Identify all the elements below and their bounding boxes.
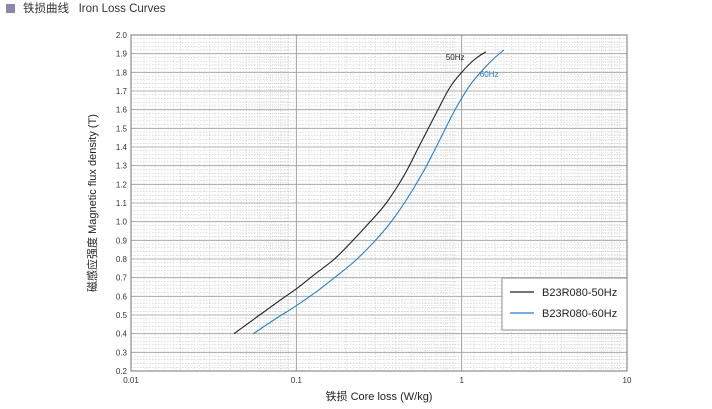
x-tick-label: 0.01 [123,376,139,385]
x-axis-ticks: 0.01 0.1 1 10 [123,376,632,385]
y-tick-label: 1.9 [116,50,128,59]
plot-frame [130,34,628,372]
y-axis-ticks: 0.2 0.3 0.4 0.5 0.6 0.7 0.8 0.9 1.0 1.1 1.2 1.3 1.4 1… [116,31,128,376]
y-tick-label: 0.5 [116,311,128,320]
y-tick-label: 0.9 [116,236,128,245]
x-tick-label: 10 [623,376,632,385]
chart-curves [233,49,505,335]
chart-grid [130,34,627,372]
chart-legend: B23R080-50Hz B23R080-60Hz [501,277,628,331]
x-tick-label: 0.1 [291,376,303,385]
y-tick-label: 0.4 [116,330,128,339]
y-tick-label: 1.7 [116,87,128,96]
y-tick-label: 0.8 [116,255,128,264]
y-tick-label: 1.0 [116,218,128,227]
x-tick-label: 1 [459,376,464,385]
curve-label-1: 60Hz [480,70,499,79]
y-tick-label: 0.7 [116,274,128,283]
page-title: 铁损曲线 Iron Loss Curves [23,3,166,15]
y-tick-label: 1.8 [116,68,128,77]
y-tick-label: 1.4 [116,143,128,152]
y-tick-label: 0.2 [116,367,128,376]
x-axis-label: 铁损 Core loss (W/kg) [326,389,433,403]
y-tick-label: 1.3 [116,162,128,171]
legend-label-0: B23R080-50Hz [542,287,617,299]
series-line-0 [233,51,487,335]
y-tick-label: 1.2 [116,180,128,189]
y-tick-label: 1.5 [116,124,128,133]
y-tick-label: 2.0 [116,31,128,40]
y-tick-label: 1.6 [116,106,128,115]
page-header: 铁损曲线 Iron Loss Curves [6,0,166,16]
legend-label-1: B23R080-60Hz [542,308,617,320]
section-marker-icon [6,3,15,13]
series-line-1 [253,49,505,335]
y-axis-label: 磁感应强度 Magnetic flux density (T) [85,114,99,292]
curve-label-0: 50Hz [446,53,465,62]
y-tick-label: 1.1 [116,199,128,208]
y-tick-label: 0.3 [116,348,128,357]
chart-curve-labels: 50Hz 60Hz [446,53,499,79]
legend-box [501,277,628,331]
y-tick-label: 0.6 [116,292,128,301]
